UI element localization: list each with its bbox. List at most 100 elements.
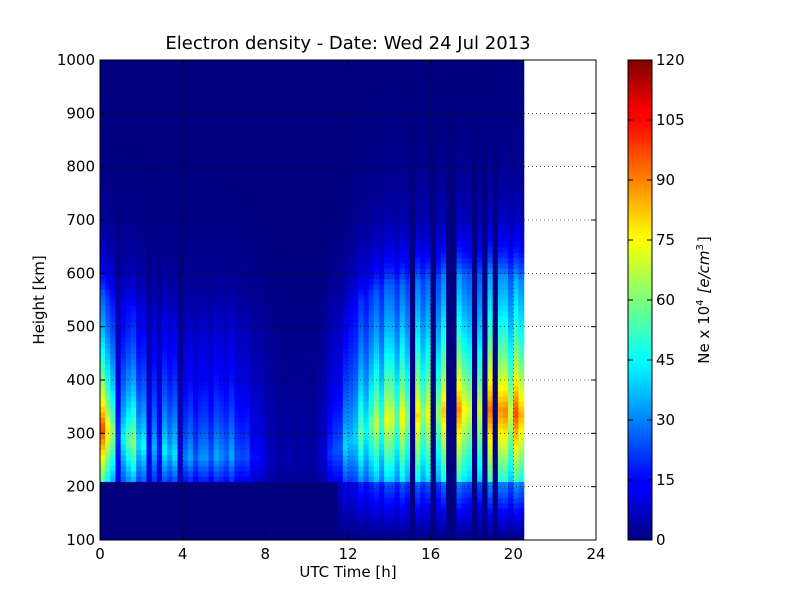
heatmap-cell (327, 332, 334, 338)
heatmap-cell (218, 134, 225, 141)
heatmap-cell (193, 172, 199, 178)
heatmap-cell (379, 390, 385, 397)
heatmap-cell (151, 161, 158, 168)
heatmap-cell (131, 316, 137, 322)
heatmap-cell (136, 289, 142, 296)
heatmap-cell (213, 220, 220, 226)
heatmap-cell (234, 177, 241, 184)
heatmap-cell (317, 390, 323, 397)
heatmap-cell (167, 230, 173, 237)
heatmap-cell (275, 262, 282, 269)
heatmap-cell (162, 364, 168, 370)
heatmap-cell (353, 268, 359, 274)
heatmap-cell (110, 433, 117, 440)
heatmap-cell (187, 470, 194, 477)
heatmap-cell (177, 316, 184, 322)
heatmap-cell (141, 257, 148, 264)
heatmap-cell (337, 310, 344, 317)
heatmap-cell (373, 236, 380, 242)
heatmap-cell (342, 294, 349, 301)
heatmap-cell (317, 140, 323, 146)
heatmap-cell (151, 337, 158, 344)
heatmap-cell (353, 374, 359, 381)
heatmap-cell (224, 518, 230, 525)
heatmap-cell (244, 86, 251, 93)
heatmap-cell (131, 145, 137, 152)
heatmap-cell (368, 417, 375, 424)
heatmap-cell (156, 358, 163, 365)
heatmap-cell (105, 209, 111, 216)
heatmap-cell (131, 113, 137, 120)
heatmap-cell (229, 321, 235, 328)
heatmap-cell (322, 177, 328, 184)
heatmap-cell (358, 476, 365, 482)
heatmap-cell (301, 188, 308, 194)
heatmap-cell (131, 246, 137, 253)
heatmap-cell (172, 513, 179, 520)
heatmap-cell (125, 204, 132, 210)
heatmap-cell (167, 252, 173, 258)
heatmap-cell (296, 529, 303, 536)
heatmap-cell (213, 284, 220, 290)
heatmap-cell (198, 428, 204, 434)
heatmap-cell (337, 166, 344, 173)
heatmap-cell (198, 182, 204, 189)
heatmap-cell (162, 86, 168, 93)
heatmap-cell (208, 86, 215, 93)
heatmap-cell (100, 161, 106, 168)
heatmap-cell (156, 310, 163, 317)
heatmap-cell (141, 262, 148, 269)
heatmap-cell (203, 508, 210, 514)
heatmap-cell (286, 294, 292, 301)
heatmap-cell (105, 273, 111, 280)
heatmap-cell (229, 177, 235, 184)
heatmap-cell (260, 332, 266, 338)
heatmap-cell (146, 310, 153, 317)
heatmap-cell (141, 273, 148, 280)
heatmap-cell (187, 348, 194, 354)
heatmap-cell (110, 236, 117, 242)
heatmap-cell (280, 246, 287, 253)
heatmap-cell (234, 145, 241, 152)
heatmap-cell (337, 204, 344, 210)
heatmap-cell (131, 220, 137, 226)
heatmap-cell (270, 316, 277, 322)
heatmap-cell (182, 124, 189, 130)
heatmap-cell (239, 300, 246, 306)
heatmap-cell (172, 529, 179, 536)
heatmap-cell (270, 353, 277, 360)
heatmap-cell (280, 438, 287, 445)
heatmap-cell (136, 86, 142, 93)
heatmap-cell (125, 454, 132, 461)
heatmap-cell (105, 534, 111, 540)
heatmap-cell (348, 188, 354, 194)
heatmap-cell (286, 502, 292, 509)
heatmap-cell (136, 172, 142, 178)
heatmap-cell (368, 508, 375, 514)
heatmap-cell (151, 70, 158, 77)
heatmap-cell (368, 529, 375, 536)
heatmap-cell (193, 220, 199, 226)
heatmap-cell (156, 337, 163, 344)
heatmap-cell (110, 460, 117, 466)
heatmap-cell (198, 92, 204, 98)
heatmap-cell (348, 294, 354, 301)
heatmap-cell (218, 385, 225, 392)
heatmap-cell (162, 310, 168, 317)
heatmap-cell (193, 428, 199, 434)
heatmap-cell (311, 156, 318, 162)
heatmap-cell (306, 140, 313, 146)
heatmap-cell (182, 380, 189, 386)
heatmap-cell (182, 209, 189, 216)
heatmap-cell (125, 225, 132, 232)
heatmap-cell (322, 390, 328, 397)
heatmap-cell (239, 433, 246, 440)
heatmap-cell (213, 289, 220, 296)
heatmap-cell (311, 534, 318, 540)
heatmap-cell (229, 358, 235, 365)
heatmap-cell (115, 326, 122, 333)
heatmap-cell (373, 289, 380, 296)
heatmap-cell (353, 326, 359, 333)
heatmap-cell (187, 150, 194, 157)
heatmap-cell (255, 422, 261, 429)
